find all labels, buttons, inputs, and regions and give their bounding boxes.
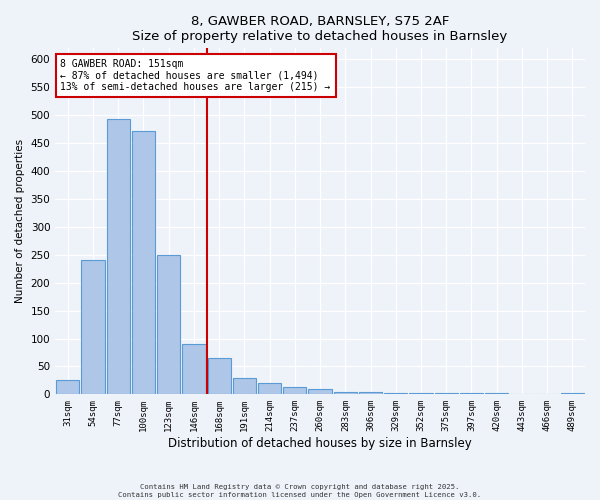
Bar	[56, 380, 79, 394]
Bar	[82, 260, 104, 394]
Bar	[434, 393, 458, 394]
Bar	[561, 393, 584, 394]
Bar	[334, 392, 357, 394]
Bar	[485, 393, 508, 394]
Bar	[409, 393, 433, 394]
Text: 8 GAWBER ROAD: 151sqm
← 87% of detached houses are smaller (1,494)
13% of semi-d: 8 GAWBER ROAD: 151sqm ← 87% of detached …	[61, 58, 331, 92]
Title: 8, GAWBER ROAD, BARNSLEY, S75 2AF
Size of property relative to detached houses i: 8, GAWBER ROAD, BARNSLEY, S75 2AF Size o…	[133, 15, 508, 43]
Bar	[107, 119, 130, 394]
Bar	[157, 255, 181, 394]
Text: Contains HM Land Registry data © Crown copyright and database right 2025.
Contai: Contains HM Land Registry data © Crown c…	[118, 484, 482, 498]
X-axis label: Distribution of detached houses by size in Barnsley: Distribution of detached houses by size …	[168, 437, 472, 450]
Bar	[132, 131, 155, 394]
Bar	[233, 378, 256, 394]
Bar	[384, 392, 407, 394]
Bar	[258, 383, 281, 394]
Bar	[460, 392, 483, 394]
Bar	[208, 358, 231, 395]
Bar	[283, 386, 307, 394]
Bar	[308, 389, 332, 394]
Bar	[359, 392, 382, 394]
Y-axis label: Number of detached properties: Number of detached properties	[15, 140, 25, 304]
Bar	[182, 344, 206, 395]
